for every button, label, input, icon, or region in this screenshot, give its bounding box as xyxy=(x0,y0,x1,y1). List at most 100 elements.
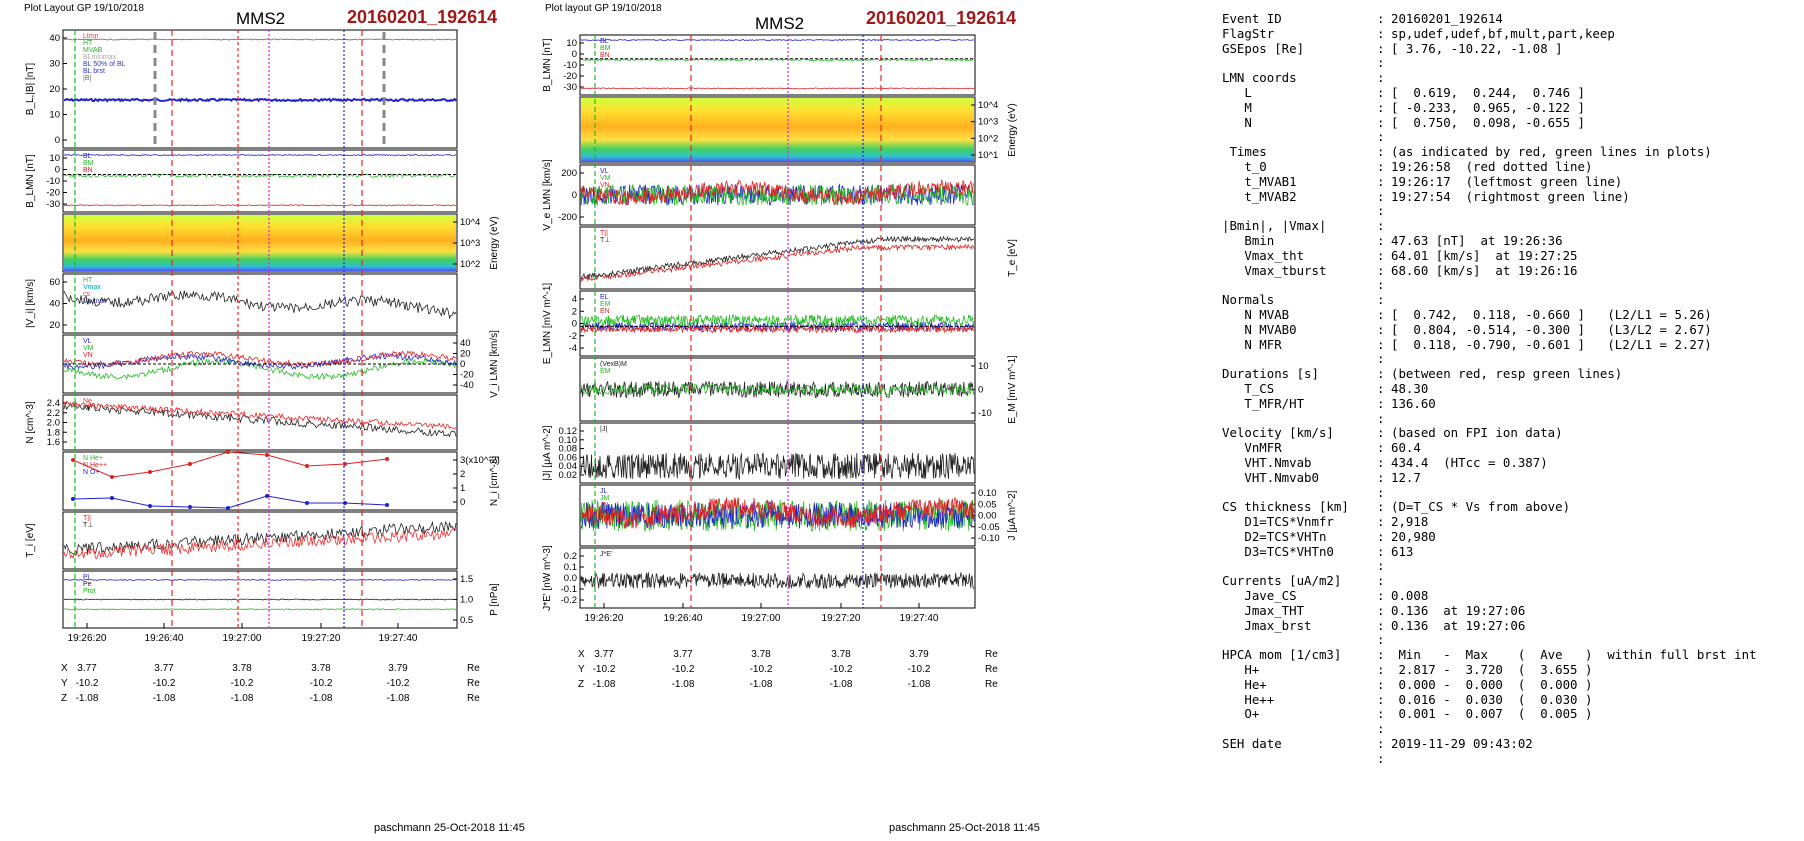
left-point-o xyxy=(110,496,114,500)
left-pos-value: -10.2 xyxy=(231,678,254,689)
info-value: [ 3.76, -10.22, -1.08 ] xyxy=(1391,40,1563,56)
left-point-o xyxy=(71,497,75,501)
left-panel-frame xyxy=(62,149,458,213)
info-key: VHT.Nmvab0 xyxy=(1222,470,1319,485)
mid-legend-entry: JM xyxy=(600,495,610,502)
left-ytick-label: 20 xyxy=(49,84,60,95)
info-row: Jmax_THT:0.136 at 19:27:06 xyxy=(1222,602,1800,619)
info-colon: : xyxy=(1377,40,1385,56)
mid-trace-tpar xyxy=(580,243,975,283)
info-key: O+ xyxy=(1222,707,1260,722)
mid-ylabel: |J| [μA m^-2] xyxy=(542,425,553,480)
info-value: 0.001 - 0.007 ( 0.005 ) xyxy=(1391,706,1593,722)
mid-legend-entry: EM xyxy=(600,368,611,375)
mid-legend-entry: BN xyxy=(600,52,610,59)
left-point-he2 xyxy=(305,464,309,468)
mid-ytick-label: 10^1 xyxy=(978,150,998,161)
info-row: : xyxy=(1222,204,1800,219)
mid-pos-value: -1.08 xyxy=(593,679,616,690)
info-key: VHT.Nmvab xyxy=(1222,455,1312,470)
left-ytick-label: -20 xyxy=(46,188,60,199)
info-row: Jmax_brst:0.136 at 19:27:06 xyxy=(1222,618,1800,634)
info-row: Durations [s]: (between red, resp green l… xyxy=(1222,366,1800,382)
info-row: D3=TCS*VHTn0:613 xyxy=(1222,544,1800,560)
info-row: VHT.Nmvab:434.4 (HTcc = 0.387) xyxy=(1222,455,1800,471)
info-key xyxy=(1222,130,1377,145)
info-colon: : xyxy=(1377,602,1385,618)
info-value: 19:26:17 (leftmost green line) xyxy=(1391,173,1623,189)
left-legend-entry: Vmax xyxy=(83,284,101,291)
info-row: T_CS:48.30 xyxy=(1222,380,1800,397)
info-value: (D=T_CS * Vs from above) xyxy=(1391,499,1571,515)
mid-legend-entry: T⊥ xyxy=(600,237,610,244)
info-value: 0.016 - 0.030 ( 0.030 ) xyxy=(1391,691,1593,707)
mid-trace-vm xyxy=(580,183,975,207)
info-key: H+ xyxy=(1222,663,1260,678)
info-key: t_MVAB1 xyxy=(1222,174,1297,189)
info-key xyxy=(1222,204,1377,219)
mid-ylabel: E_LMN [mV m^-1] xyxy=(542,283,553,365)
left-ylabel: N_i [cm^-3] xyxy=(489,456,500,506)
left-point-he2 xyxy=(226,450,230,454)
left-pos-value: -10.2 xyxy=(153,678,176,689)
left-ytick-label: 2.4 xyxy=(47,398,60,409)
info-key xyxy=(1222,278,1377,293)
left-trace-bm xyxy=(63,173,457,178)
mid-ytick-label: 10^3 xyxy=(978,117,998,128)
info-value: 48.30 xyxy=(1391,380,1429,396)
info-key xyxy=(1222,412,1377,427)
left-trace-vi xyxy=(63,290,457,320)
left-ytick-label: 0 xyxy=(460,359,465,370)
info-row: GSEpos [Re]: [ 3.76, -10.22, -1.08 ] xyxy=(1222,40,1800,57)
left-legend-entry: Ltmn xyxy=(83,33,99,40)
left-legend-entry: T⊥ xyxy=(83,522,93,529)
info-value: 0.008 xyxy=(1391,588,1429,604)
info-value: 19:26:58 (red dotted line) xyxy=(1391,158,1593,174)
info-row: : xyxy=(1222,278,1800,293)
left-ytick-label: 10^2 xyxy=(460,259,480,270)
mid-ytick-label: 4 xyxy=(572,294,577,305)
info-row: FlagStr: sp,udef,udef,bf,mult,part,keep xyxy=(1222,25,1800,42)
info-colon: : xyxy=(1377,25,1385,41)
info-key: M xyxy=(1222,100,1252,115)
left-xtick-label: 19:26:20 xyxy=(68,633,107,644)
left-legend-entry: BL 50% of BL xyxy=(83,61,126,68)
info-key: |Bmin|, |Vmax| xyxy=(1222,219,1327,234)
info-key: D2=TCS*VHTn xyxy=(1222,529,1327,544)
mid-trace-tperp xyxy=(580,235,975,280)
info-value: 19:27:54 (rightmost green line) xyxy=(1391,188,1630,204)
info-row: VHT.Nmvab0:12.7 xyxy=(1222,470,1800,486)
mid-ytick-label: -2 xyxy=(569,331,577,342)
mid-legend-entry: EL xyxy=(600,294,609,301)
left-ylabel: Energy (eV) xyxy=(489,216,500,269)
info-colon: : xyxy=(1377,691,1385,707)
info-value: [ 0.750, 0.098, -0.655 ] xyxy=(1391,114,1585,130)
info-value: [ 0.804, -0.514, -0.300 ] (L3/L2 = 2.67) xyxy=(1391,321,1712,337)
mid-ytick-label: 0.1 xyxy=(564,562,577,573)
mid-ytick-label: 0.10 xyxy=(978,488,997,499)
info-key: VnMFR xyxy=(1222,441,1282,456)
mid-trace-bm xyxy=(580,58,975,62)
mid-xtick-label: 19:27:20 xyxy=(822,613,861,624)
left-ytick-label: -10 xyxy=(46,176,60,187)
info-value: 2,918 xyxy=(1391,514,1429,530)
left-ytick-label: 0 xyxy=(55,135,60,146)
mid-pos-value: -10.2 xyxy=(908,664,931,675)
mid-ytick-label: -0.1 xyxy=(561,584,577,595)
left-legend-entry: Ni xyxy=(83,405,90,412)
left-panel-frame xyxy=(62,394,458,451)
info-key: t_MVAB2 xyxy=(1222,189,1297,204)
left-legend-entry: BL brst xyxy=(83,68,105,75)
info-key xyxy=(1222,752,1377,767)
left-trace-ne xyxy=(63,401,457,438)
left-ytick-label: 1.8 xyxy=(47,427,60,438)
left-ytick-label: 10 xyxy=(49,153,60,164)
left-pos-unit: Re xyxy=(467,678,480,689)
info-row: Jave_CS:0.008 xyxy=(1222,588,1800,604)
info-colon: : xyxy=(1377,558,1385,574)
left-ytick-label: 0 xyxy=(460,497,465,508)
info-row: N MVAB0: [ 0.804, -0.514, -0.300 ] (L3/L2… xyxy=(1222,321,1800,338)
info-row: t_MVAB2:19:27:54 (rightmost green line) xyxy=(1222,188,1800,205)
left-pos-row-label: Z xyxy=(61,693,67,704)
left-pos-value: 3.78 xyxy=(232,663,252,674)
